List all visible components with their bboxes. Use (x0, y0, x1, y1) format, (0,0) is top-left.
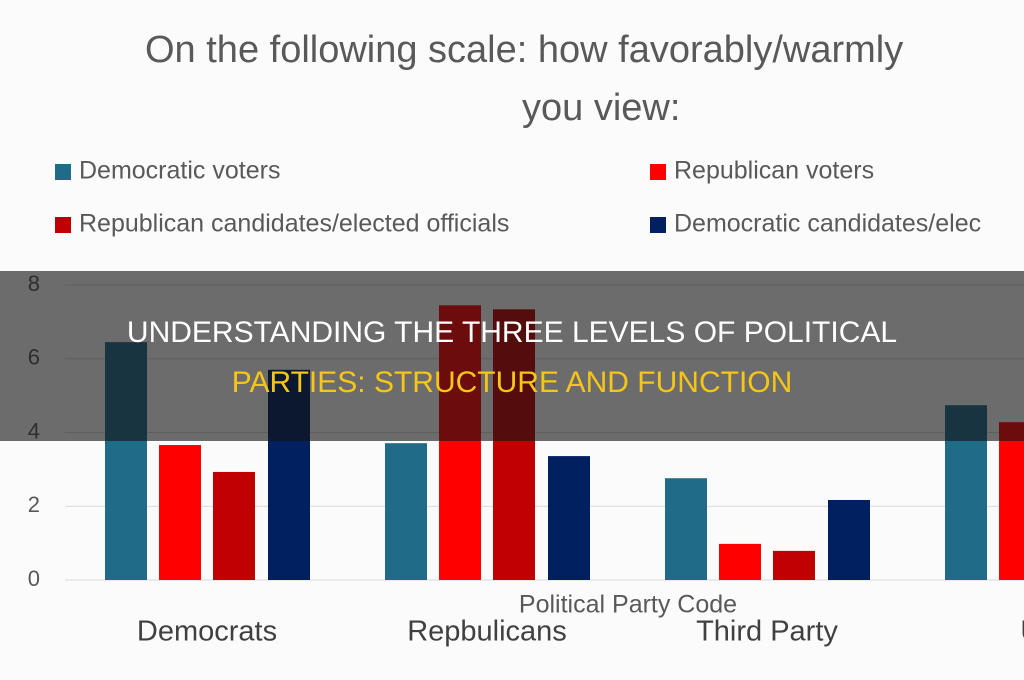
bar (159, 445, 201, 580)
x-tick-label: Repbulicans (407, 616, 567, 648)
legend-swatch (650, 217, 666, 233)
chart-title: On the following scale: how favorably/wa… (145, 29, 903, 71)
bar (213, 471, 255, 580)
x-axis-title: Political Party Code (519, 591, 737, 619)
bar (665, 478, 707, 580)
bar (719, 543, 761, 580)
legend-swatch (55, 217, 71, 233)
legend-label: Republican voters (674, 157, 874, 185)
x-tick-label: Una (1020, 616, 1024, 648)
x-tick-label: Democrats (137, 616, 277, 648)
overlay-title: UNDERSTANDING THE THREE LEVELS OF POLITI… (127, 316, 897, 349)
legend-label: Republican candidates/elected officials (79, 210, 509, 238)
y-tick-label: 0 (28, 566, 40, 591)
bar (548, 456, 590, 580)
bar (999, 422, 1024, 580)
bar (385, 443, 427, 580)
chart-title: you view: (522, 87, 680, 129)
legend-label: Democratic candidates/elec (674, 210, 981, 238)
legend-swatch (55, 164, 71, 180)
bar (773, 550, 815, 580)
y-tick-label: 2 (28, 492, 40, 517)
x-tick-label: Third Party (696, 616, 838, 648)
legend-label: Democratic voters (79, 157, 280, 185)
overlay-banner (0, 271, 1024, 441)
overlay-title: PARTIES: STRUCTURE AND FUNCTION (232, 366, 793, 399)
bar (828, 499, 870, 580)
legend-swatch (650, 164, 666, 180)
